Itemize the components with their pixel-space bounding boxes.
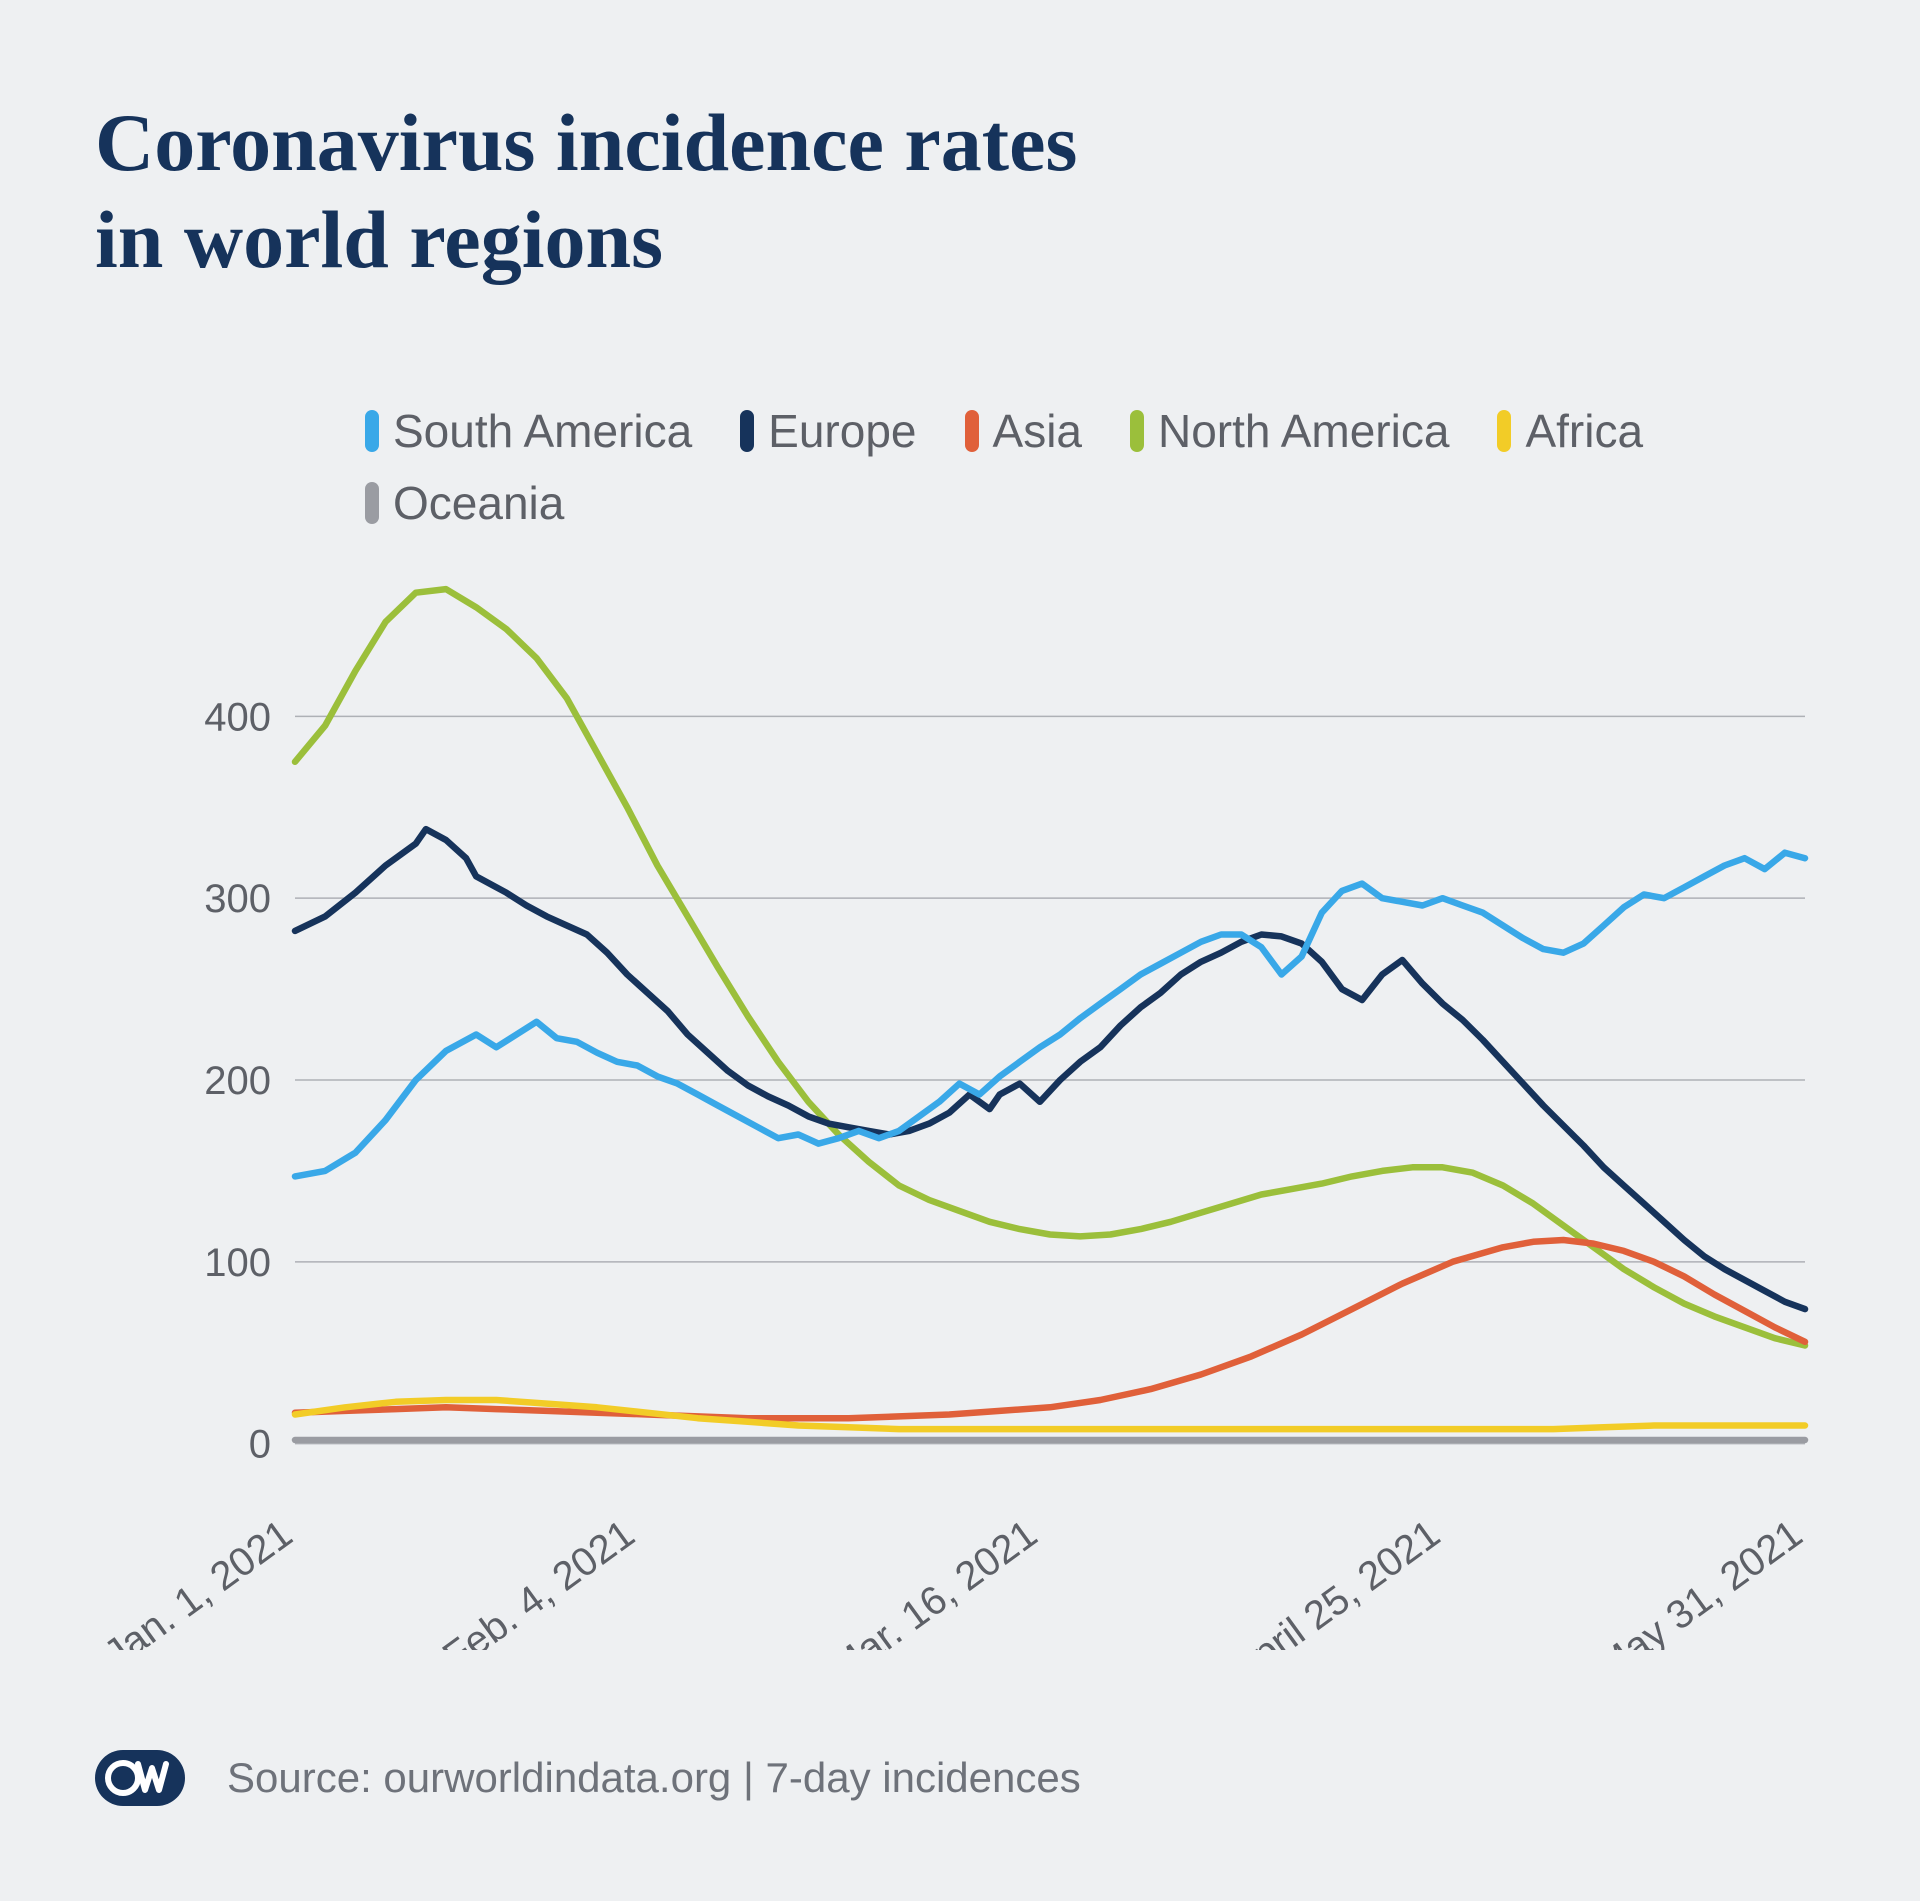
legend-item: North America <box>1130 404 1449 458</box>
y-tick-label: 100 <box>204 1240 271 1284</box>
footer: Source: ourworldindata.org | 7-day incid… <box>95 1750 1081 1806</box>
legend-item: Oceania <box>365 476 564 530</box>
legend-item: Europe <box>740 404 916 458</box>
legend-swatch <box>365 410 379 452</box>
y-tick-label: 400 <box>204 695 271 739</box>
legend-label: Asia <box>993 404 1082 458</box>
x-tick-label: Jan. 1, 2021 <box>96 1511 300 1649</box>
legend-swatch <box>1130 410 1144 452</box>
line-chart: 0 100 200 300 400 Jan. 1, 2021 Feb. 4, 2021 Mar… <box>95 550 1825 1650</box>
legend-label: North America <box>1158 404 1449 458</box>
y-tick-label: 0 <box>249 1422 271 1466</box>
chart-title: Coronavirus incidence rates in world reg… <box>95 95 1825 289</box>
y-tick-label: 300 <box>204 877 271 921</box>
source-text: Source: ourworldindata.org | 7-day incid… <box>227 1754 1081 1802</box>
title-line-1: Coronavirus incidence rates <box>95 97 1077 188</box>
legend-label: Europe <box>768 404 916 458</box>
legend-label: Africa <box>1525 404 1643 458</box>
title-line-2: in world regions <box>95 194 663 285</box>
y-tick-label: 200 <box>204 1059 271 1103</box>
legend: South America Europe Asia North America Afri… <box>95 404 1825 550</box>
dw-logo-icon <box>95 1750 185 1806</box>
legend-swatch <box>740 410 754 452</box>
x-tick-label: April 25, 2021 <box>1222 1511 1448 1649</box>
legend-item: Asia <box>965 404 1082 458</box>
x-tick-label: Feb. 4, 2021 <box>435 1511 643 1649</box>
legend-swatch <box>365 482 379 524</box>
legend-label: South America <box>393 404 692 458</box>
x-tick-label: Mar. 16, 2021 <box>821 1511 1045 1649</box>
chart-area: South America Europe Asia North America Afri… <box>95 404 1825 1650</box>
x-tick-label: May 31, 2021 <box>1588 1511 1810 1649</box>
legend-swatch <box>1497 410 1511 452</box>
legend-label: Oceania <box>393 476 564 530</box>
chart-card: Coronavirus incidence rates in world reg… <box>0 0 1920 1901</box>
series-line <box>295 1240 1805 1418</box>
legend-item: South America <box>365 404 692 458</box>
legend-swatch <box>965 410 979 452</box>
series-line <box>295 589 1805 1345</box>
legend-item: Africa <box>1497 404 1643 458</box>
